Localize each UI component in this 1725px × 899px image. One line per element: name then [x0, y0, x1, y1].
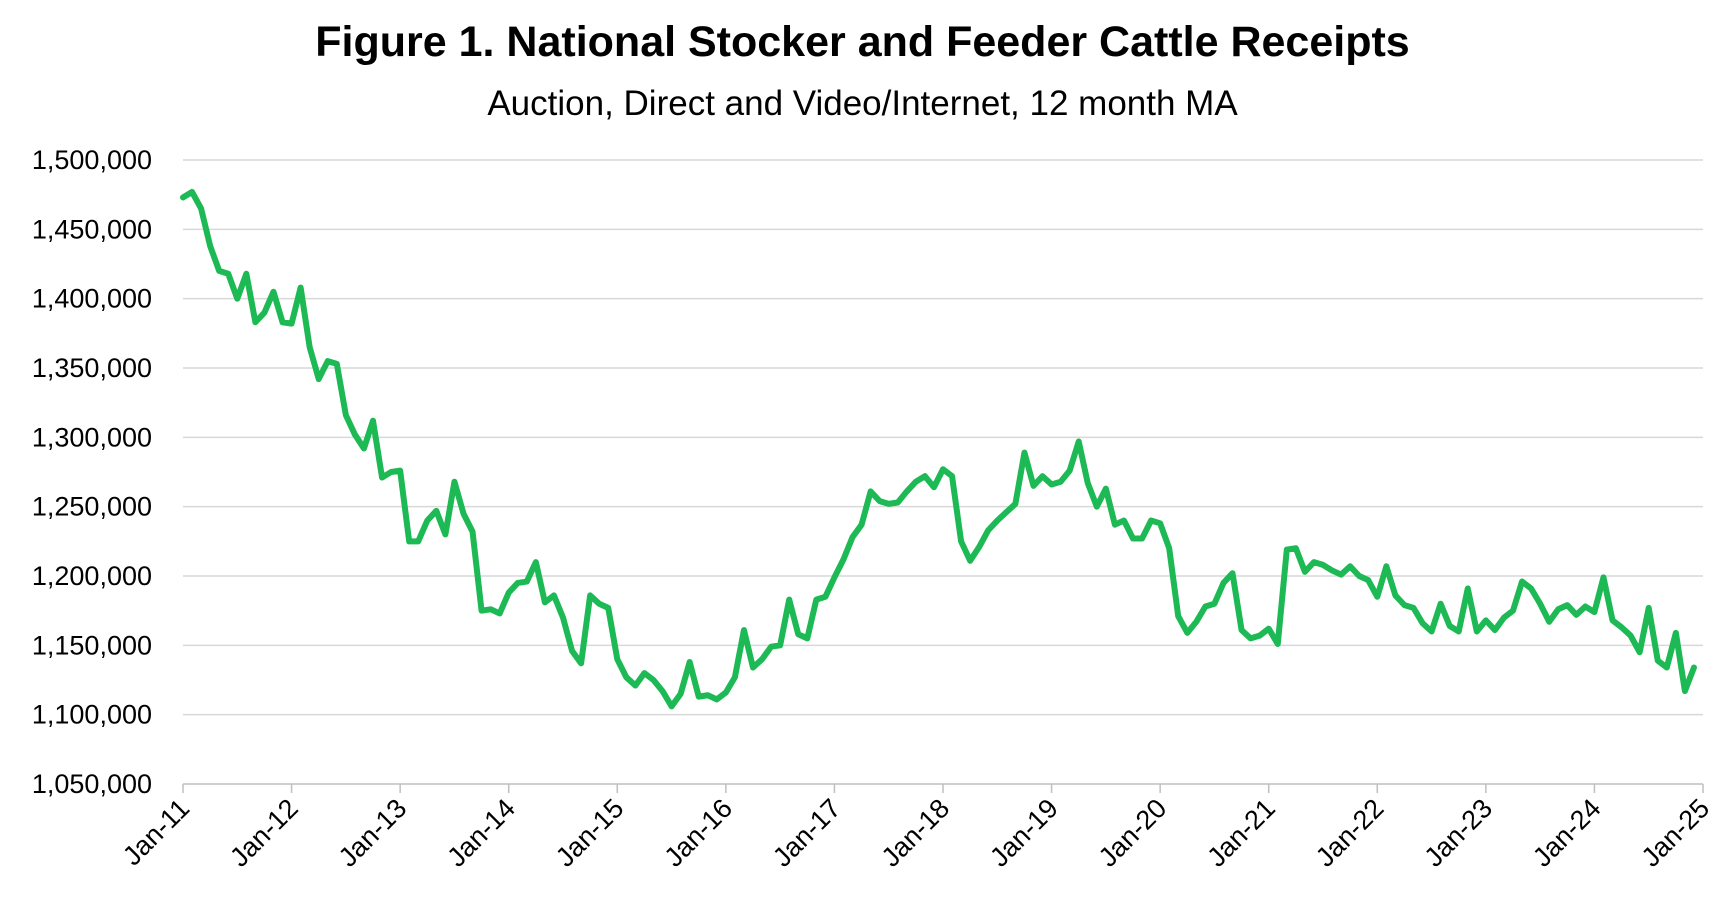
x-tick-label: Jan-12: [224, 793, 304, 873]
y-tick-label: 1,100,000: [32, 700, 152, 730]
x-tick-label: Jan-16: [659, 793, 739, 873]
gridlines: [183, 159, 1703, 716]
x-tick-label: Jan-22: [1310, 793, 1390, 873]
series-layer: [180, 188, 1697, 710]
chart-title: Figure 1. National Stocker and Feeder Ca…: [315, 18, 1410, 66]
x-tick-label: Jan-18: [876, 793, 956, 873]
y-tick-label: 1,450,000: [32, 214, 152, 244]
x-tick-label: Jan-23: [1419, 793, 1499, 873]
chart-subtitle: Auction, Direct and Video/Internet, 12 m…: [487, 84, 1238, 123]
y-tick-label: 1,250,000: [32, 492, 152, 522]
y-tick-label: 1,050,000: [32, 769, 152, 799]
x-tick-label: Jan-21: [1201, 793, 1281, 873]
x-tick-label: Jan-17: [767, 793, 847, 873]
y-tick-label: 1,350,000: [32, 353, 152, 383]
x-axis-ticks: Jan-11 Jan-12 Jan-13 Jan-14 Jan-15 Jan-16 Jan-…: [117, 793, 1715, 873]
x-tick-label: Jan-19: [984, 793, 1064, 873]
axes: [182, 783, 1704, 793]
y-tick-label: 1,150,000: [32, 630, 152, 660]
y-tick-label: 1,500,000: [32, 145, 152, 175]
y-tick-label: 1,200,000: [32, 561, 152, 591]
x-tick-label: Jan-24: [1527, 793, 1607, 873]
x-tick-label: Jan-15: [550, 793, 630, 873]
y-axis-ticks: 1,050,000 1,100,000 1,150,000 1,200,000 1,25…: [32, 145, 152, 799]
x-tick-label: Jan-25: [1636, 793, 1716, 873]
x-tick-label: Jan-14: [441, 793, 521, 873]
x-tick-label: Jan-20: [1093, 793, 1173, 873]
y-tick-label: 1,300,000: [32, 422, 152, 452]
x-tick-label: Jan-11: [117, 793, 195, 871]
x-tick-label: Jan-13: [333, 793, 413, 873]
y-tick-label: 1,400,000: [32, 284, 152, 314]
series-line-receipts: [180, 188, 1697, 710]
